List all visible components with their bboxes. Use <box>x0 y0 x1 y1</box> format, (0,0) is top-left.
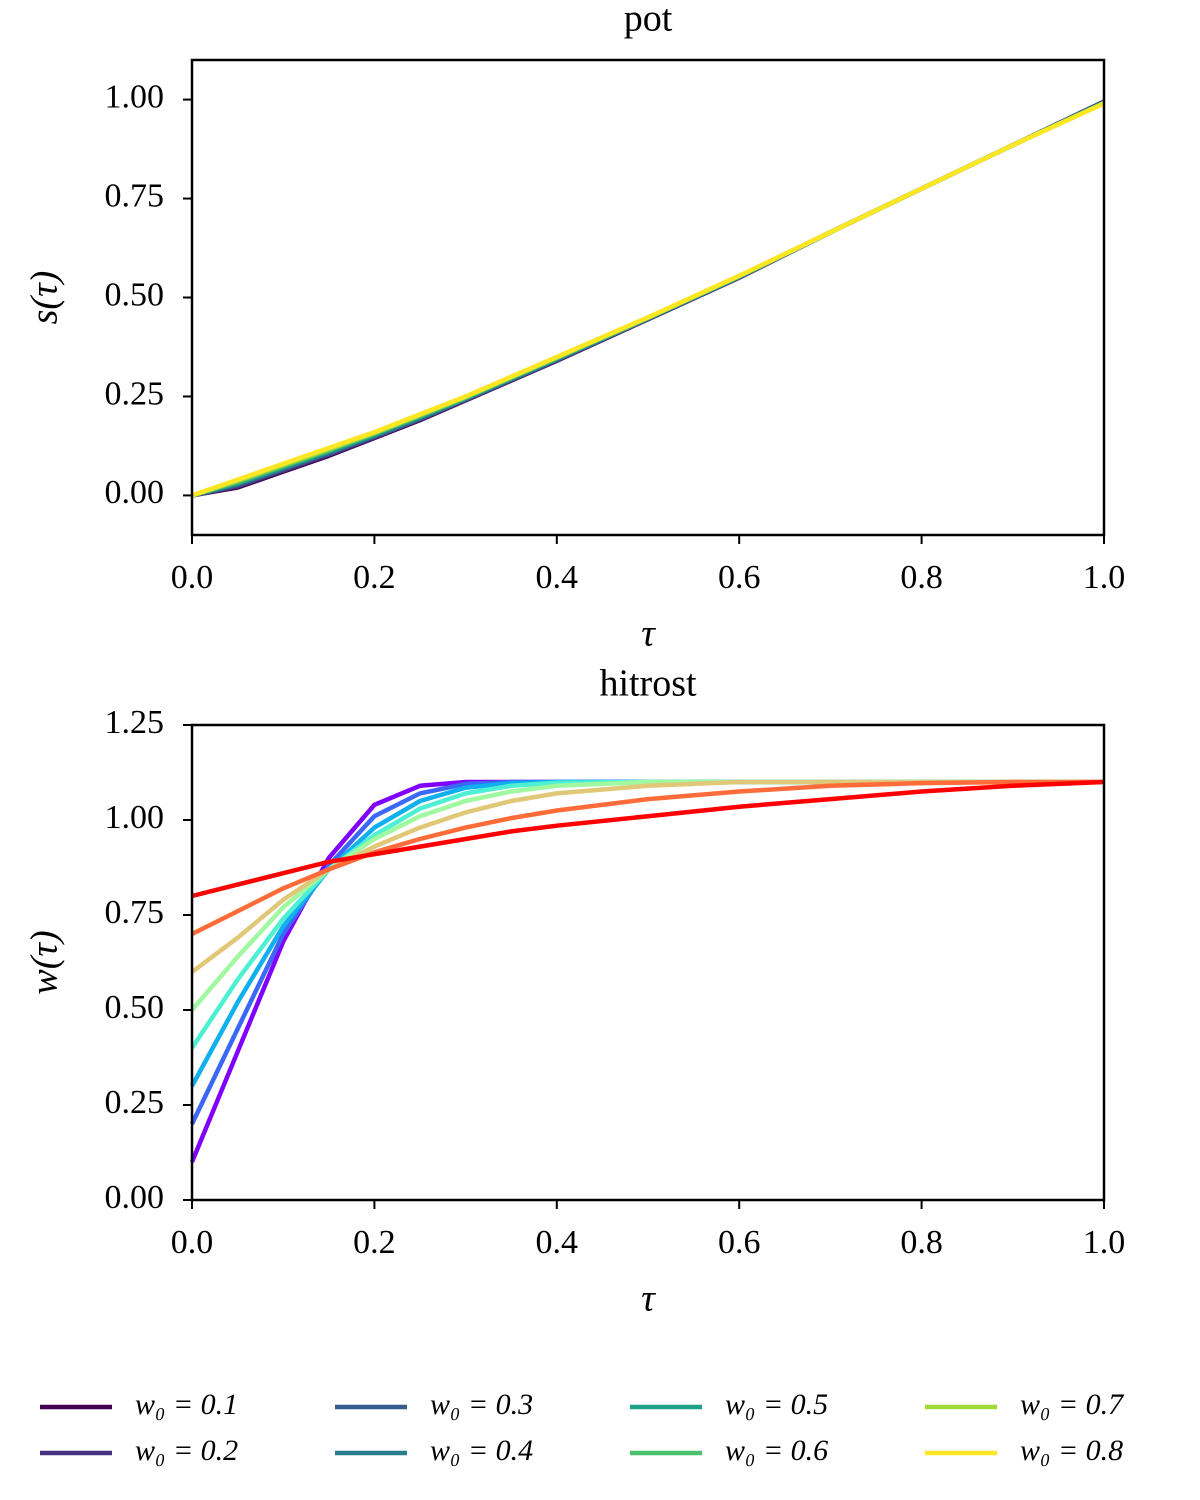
x-axis-label: τ <box>641 1278 656 1320</box>
y-tick-label: 0.00 <box>105 1179 165 1216</box>
legend-label: w₀ = 0.6 <box>725 1434 828 1467</box>
y-tick-label: 0.25 <box>105 1084 165 1121</box>
y-axis-label: s(τ) <box>24 271 66 325</box>
x-tick-label: 0.8 <box>900 1224 943 1261</box>
legend-item: w₀ = 0.4 <box>335 1434 533 1467</box>
chart-title: pot <box>624 0 673 40</box>
x-tick-label: 0.2 <box>353 559 396 596</box>
series-line <box>191 100 1105 498</box>
x-tick-label: 0.4 <box>536 1224 579 1261</box>
y-tick-label: 1.00 <box>105 799 165 836</box>
y-tick-label: 1.25 <box>105 704 165 741</box>
series-line <box>190 779 1104 937</box>
legend-label: w₀ = 0.3 <box>430 1388 533 1421</box>
y-tick-label: 0.75 <box>105 177 165 214</box>
series-line <box>190 779 1104 1088</box>
legend-item: w₀ = 0.6 <box>630 1434 828 1467</box>
legend-label: w₀ = 0.7 <box>1020 1388 1125 1421</box>
legend-item: w₀ = 0.5 <box>630 1388 828 1421</box>
legend-label: w₀ = 0.4 <box>430 1434 533 1467</box>
series-line <box>189 779 1104 1163</box>
legend-item: w₀ = 0.8 <box>925 1434 1123 1467</box>
series-line <box>191 99 1105 498</box>
y-tick-label: 0.50 <box>105 989 165 1026</box>
legend-label: w₀ = 0.5 <box>725 1388 828 1421</box>
legend-label: w₀ = 0.8 <box>1020 1434 1123 1467</box>
series-line <box>190 779 1104 974</box>
axes-frame <box>190 58 1106 537</box>
x-tick-label: 0.2 <box>353 1224 396 1261</box>
series-line <box>191 101 1105 498</box>
series-line <box>191 100 1105 498</box>
y-tick-label: 0.25 <box>105 375 165 412</box>
y-tick-label: 0.50 <box>105 276 165 313</box>
y-tick-label: 1.00 <box>105 78 165 115</box>
y-tick-label: 0.00 <box>105 474 165 511</box>
series-line <box>191 101 1105 498</box>
x-tick-label: 1.0 <box>1083 559 1126 596</box>
x-tick-label: 0.6 <box>718 1224 761 1261</box>
legend-item: w₀ = 0.2 <box>40 1434 238 1467</box>
x-tick-label: 1.0 <box>1083 1224 1126 1261</box>
series-line <box>190 779 1104 1050</box>
x-axis-label: τ <box>641 613 656 655</box>
x-tick-label: 0.0 <box>171 1224 214 1261</box>
x-tick-label: 0.8 <box>900 559 943 596</box>
series-line <box>191 99 1105 498</box>
series-line <box>189 779 1104 1125</box>
y-tick-label: 0.75 <box>105 894 165 931</box>
x-tick-label: 0.4 <box>536 559 579 596</box>
axes-frame <box>190 723 1106 1202</box>
series-line <box>191 99 1105 498</box>
x-tick-label: 0.0 <box>171 559 214 596</box>
series-line <box>191 779 1105 899</box>
x-tick-label: 0.6 <box>718 559 761 596</box>
legend-item: w₀ = 0.7 <box>925 1388 1125 1421</box>
legend-label: w₀ = 0.2 <box>135 1434 238 1467</box>
legend-item: w₀ = 0.3 <box>335 1388 533 1421</box>
series-line <box>191 101 1105 498</box>
legend-item: w₀ = 0.1 <box>40 1388 238 1421</box>
legend-label: w₀ = 0.1 <box>135 1388 238 1421</box>
chart-title: hitrost <box>599 663 697 705</box>
y-axis-label: w(τ) <box>24 930 66 994</box>
